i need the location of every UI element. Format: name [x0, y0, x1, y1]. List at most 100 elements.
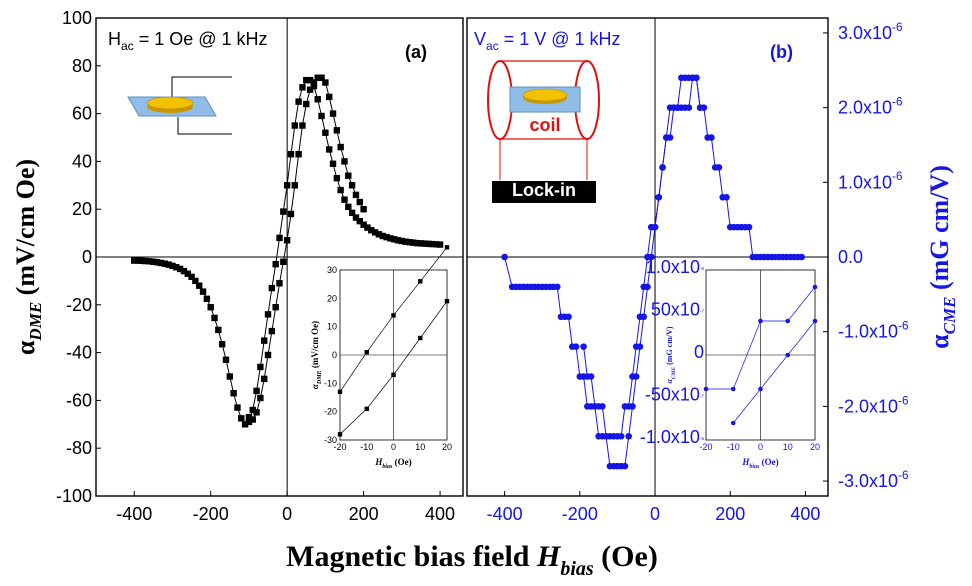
plot-a-series-0-point — [287, 151, 295, 158]
plot-a-series-0-point — [333, 174, 341, 182]
plot-b-ytick-label-mantissa: 3.0x10 — [838, 23, 892, 43]
inset-b-ytick-label: -1.0x10-6 — [640, 427, 705, 447]
plot-b-series-0-point — [723, 193, 730, 201]
inset-b-series-0-point — [703, 386, 709, 392]
plot-a-series-1-point — [341, 158, 348, 165]
plot-a-xtick-label: 400 — [425, 504, 455, 524]
plot-a-series-0-point — [215, 326, 222, 334]
plot-b-ytick-label-mantissa: -3.0x10 — [838, 471, 898, 491]
inset-b-ytick-label: 50x10-7 — [651, 300, 705, 320]
inset-b-ytick-label-mantissa: 50x10 — [651, 300, 700, 320]
plot-b-annotation-sub: ac — [486, 39, 499, 53]
inset-b-ylabel-main: α — [665, 379, 674, 384]
inset-a-xtick-label: 20 — [442, 442, 452, 452]
inset-b-xtick-label: 20 — [810, 442, 820, 452]
plot-a-annotation-main: H — [108, 29, 121, 49]
plot-a-series-0-point — [169, 262, 176, 270]
inset-b-series-1-point — [730, 420, 736, 426]
plot-a-series-1-point — [295, 151, 302, 158]
plot-a-series-1-point — [360, 206, 367, 213]
plot-a-series-0-point — [436, 241, 444, 248]
plot-a-series-0-point — [203, 295, 211, 303]
plot-a-series-0-point — [268, 284, 276, 292]
plot-a-series-0-point — [413, 239, 421, 247]
plot-a-series-1-point — [287, 210, 295, 218]
plot-a-series-0-point — [276, 234, 283, 242]
plot-a-series-0-point — [157, 259, 165, 267]
inset-b-ytick-label-mantissa: -1.0x10 — [640, 427, 700, 447]
plot-a-series-1-point — [253, 409, 260, 416]
plot-a-series-0-point — [325, 146, 333, 153]
plot-a-series-0-point — [306, 76, 314, 84]
plot-a-series-0-point — [402, 238, 409, 245]
plot-b-series-1-point — [599, 403, 606, 410]
plot-b-ytick-label: -2.0x10-6 — [838, 394, 908, 416]
lockin-label: Lock-in — [512, 180, 576, 200]
plot-a-ylabel-sub: DME — [26, 302, 45, 342]
inset-a-ytick-label: 0 — [332, 350, 337, 360]
plot-b-ytick-label: 3.0x10-6 — [838, 21, 902, 43]
plot-a-series-0-point — [261, 337, 268, 344]
inset-b-series-1-line — [733, 320, 816, 424]
plot-a-series-0-point — [433, 241, 440, 248]
plot-a-ytick-label: -40 — [66, 343, 92, 363]
plot-a-series-0-point — [222, 356, 230, 363]
plot-a-annotation-rest: = 1 Oe @ 1 kHz — [134, 29, 268, 49]
plot-a-series-0-point — [368, 227, 375, 234]
inset-b-series-0-point — [730, 386, 736, 392]
plot-b-ytick-label-exponent: -6 — [898, 320, 908, 333]
plot-a-series-0-point — [329, 160, 337, 167]
x-axis-label-main: Magnetic bias field — [286, 540, 537, 573]
plot-a-series-0-point — [360, 221, 367, 228]
plot-a-ytick-label: 0 — [82, 247, 92, 267]
inset-b-ytick-label-exponent: -6 — [700, 436, 705, 441]
plot-a-ytick-label: 60 — [72, 104, 92, 124]
plot-a-series-0-point — [131, 257, 138, 264]
plot-a-series-0-point — [161, 260, 169, 267]
inset-a-xtick-label: 10 — [415, 442, 425, 452]
inset-a-series-0-point — [444, 245, 450, 250]
plot-b-ytick-label-mantissa: 1.0x10 — [838, 172, 892, 192]
plot-b-series-1-point — [693, 74, 700, 82]
plot-b-series-0-point — [798, 253, 805, 261]
plot-a-series-0-point — [421, 240, 428, 247]
plot-a-series-1-point — [318, 74, 325, 81]
plot-a-series-0-point — [352, 214, 360, 221]
plot-a-ytick-label: 100 — [62, 8, 92, 28]
inset-a-series-1-point — [391, 372, 396, 378]
plot-b-ytick-label-mantissa: -1.0x10 — [838, 322, 898, 342]
plot-a-series-0-point — [394, 237, 402, 244]
inset-a-ytick-label: -30 — [324, 435, 337, 445]
inset-b-xtick-label: -10 — [727, 442, 740, 452]
plot-b-series-0-point — [685, 104, 693, 111]
inset-a-ytick-label: -10 — [324, 378, 337, 388]
inset-a-series-1-point — [337, 432, 343, 437]
plot-a-series-1-point — [264, 351, 272, 359]
inset-b-ytick-label: 1.0x10-6 — [646, 257, 705, 277]
plot-a-ytick-label: -80 — [66, 438, 92, 458]
plot-b-series-1-point — [617, 432, 625, 440]
plot-b-ylabel-sub: CME — [940, 297, 959, 335]
plot-b-series-1-point — [659, 164, 666, 171]
plot-b-series-1-point — [696, 104, 704, 111]
plot-b-series-0-point — [572, 343, 580, 350]
plot-b-series-1-point — [651, 223, 659, 231]
inset-a-xtick-label: -10 — [360, 442, 373, 452]
plot-b-series-0-point — [745, 223, 753, 231]
inset-a-xlabel-unit: (Oe) — [392, 457, 411, 467]
plot-a-xtick-label: 200 — [349, 504, 379, 524]
plot-a-series-0-point — [429, 240, 436, 248]
plot-a-series-0-point — [241, 421, 249, 428]
plot-a-series-0-point — [283, 182, 291, 189]
plot-b-xtick-label: 0 — [650, 504, 660, 524]
plot-b-series-1-point — [666, 134, 674, 141]
plot-b-series-0-point — [621, 462, 629, 470]
plot-b-ytick-label: 0.0 — [838, 247, 863, 267]
plot-a-series-1-point — [337, 143, 344, 151]
inset-a-ylabel-sub: DME — [317, 370, 323, 385]
inset-a-ylabel: αDME (mV/cm Oe) — [310, 321, 323, 389]
plot-a-ylabel: αDME (mV/cm Oe) — [11, 159, 45, 355]
plot-b-series-1-point — [632, 343, 640, 350]
plot-a-series-0-point — [234, 404, 241, 411]
inset-b-series-0-point — [812, 284, 818, 290]
